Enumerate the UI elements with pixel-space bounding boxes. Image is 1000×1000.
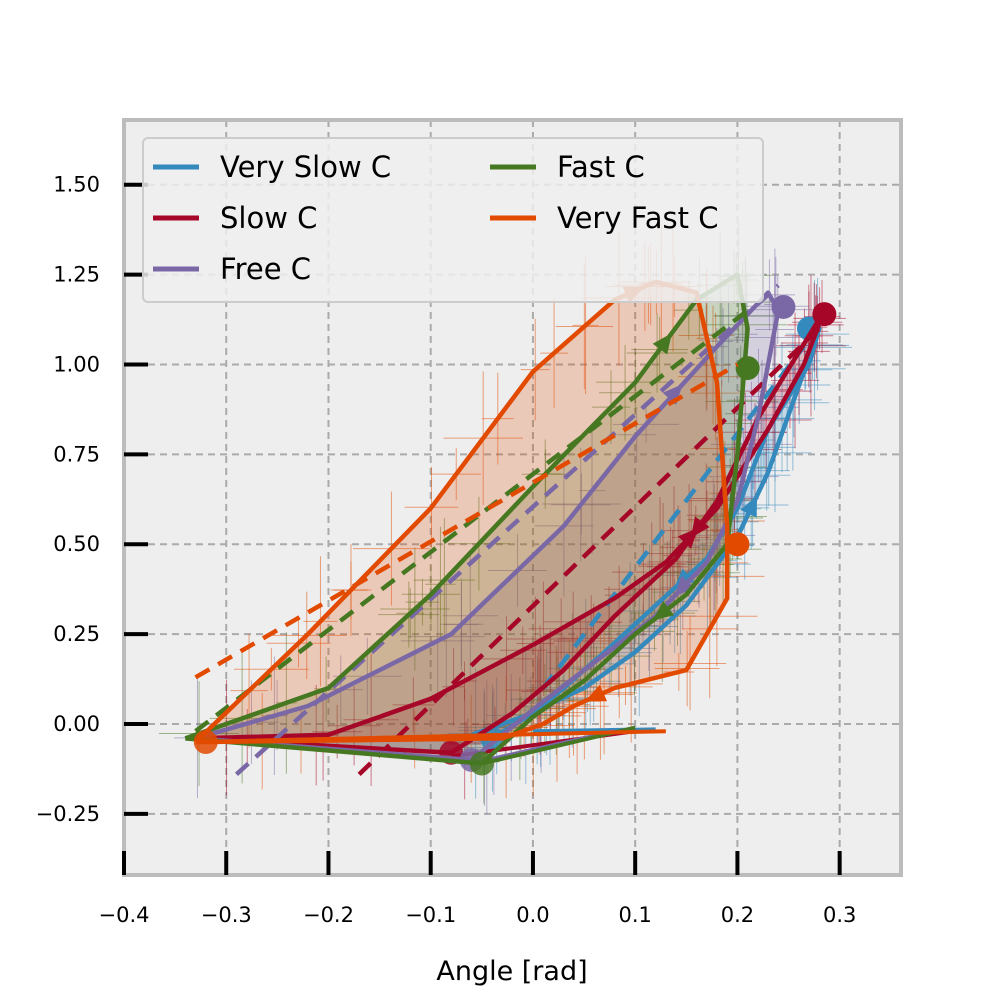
y-tick-label: −0.25 — [36, 802, 100, 826]
x-axis-title: Angle [rad] — [436, 956, 587, 987]
x-tick-label: 0.1 — [618, 903, 651, 927]
series-arrow-2 — [674, 575, 695, 597]
y-tick-label: 0.75 — [53, 442, 100, 466]
plot-frame — [122, 118, 903, 877]
series-area-3 — [185, 274, 748, 764]
series-end-marker-4 — [193, 729, 218, 754]
x-tick-label: 0.3 — [823, 903, 856, 927]
series-arrow-3 — [652, 601, 675, 621]
series-regression-4 — [194, 362, 739, 680]
legend-label-0: Very Slow C — [220, 150, 391, 184]
series-tail-4 — [195, 729, 666, 744]
legend: Very Slow C Slow C Free C Fast C Very Fast C — [142, 137, 764, 303]
y-tick-label: 0.50 — [53, 532, 100, 556]
series-start-marker-4 — [725, 532, 750, 557]
series-area-1 — [195, 310, 825, 753]
y-tick-label: 0.00 — [53, 712, 100, 736]
series-end-marker-3 — [469, 751, 494, 776]
legend-label-4: Very Fast C — [557, 201, 718, 235]
legend-label-3: Fast C — [557, 150, 645, 184]
legend-box — [142, 137, 764, 303]
legend-label-2: Free C — [220, 252, 311, 286]
series-line-2 — [194, 290, 781, 763]
series-arrow-2 — [662, 384, 683, 405]
series-regression-2 — [234, 283, 780, 777]
y-tick-label: 1.25 — [53, 263, 100, 287]
x-tick-label: 0.0 — [516, 903, 549, 927]
series-arrow-3 — [652, 333, 672, 355]
series-area-4 — [195, 281, 728, 742]
series-arrow-0 — [740, 495, 758, 518]
series-arrow-1 — [690, 516, 710, 539]
series-area-2 — [195, 292, 779, 760]
x-tick-label: −0.1 — [405, 903, 456, 927]
series-line-4 — [194, 279, 730, 745]
x-tick-label: 0.2 — [721, 903, 754, 927]
x-tick-label: −0.2 — [303, 903, 354, 927]
series-start-marker-3 — [735, 356, 760, 381]
y-tick-label: 0.25 — [53, 622, 100, 646]
series-start-marker-2 — [771, 294, 796, 319]
series-regression-0 — [541, 345, 806, 690]
series-regression-3 — [194, 308, 750, 733]
y-tick-label: 1.00 — [53, 352, 100, 376]
x-tick-label: −0.4 — [99, 903, 150, 927]
series-arrow-4 — [585, 684, 608, 702]
series-tail-0 — [532, 727, 656, 734]
series-start-marker-1 — [812, 302, 837, 327]
y-tick-label: 1.50 — [53, 173, 100, 197]
legend-label-1: Slow C — [220, 201, 317, 235]
x-tick-label: −0.3 — [201, 903, 252, 927]
series-line-3 — [184, 272, 750, 766]
